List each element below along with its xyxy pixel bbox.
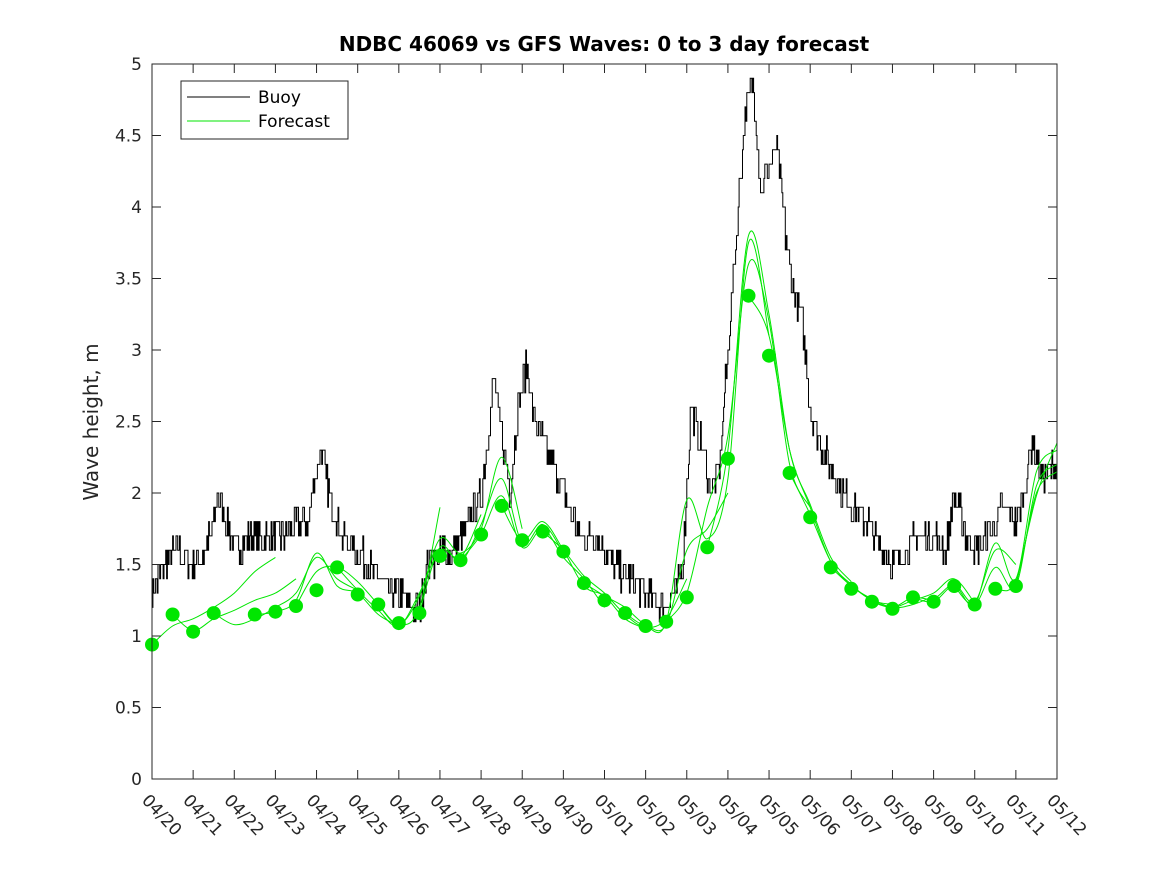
forecast-marker-37 [926, 594, 941, 609]
y-tick-label: 3 [131, 341, 142, 361]
y-tick-label: 5 [131, 55, 142, 75]
forecast-marker-3 [206, 606, 221, 621]
forecast-marker-27 [720, 451, 735, 466]
forecast-marker-13 [433, 548, 447, 563]
forecast-marker-17 [515, 533, 530, 548]
forecast-marker-28 [741, 288, 756, 303]
forecast-marker-4 [247, 607, 262, 622]
forecast-marker-1 [165, 607, 180, 622]
y-tick-label: 4 [131, 198, 142, 218]
forecast-marker-20 [576, 576, 591, 591]
forecast-marker-31 [803, 510, 818, 525]
forecast-marker-36 [906, 590, 920, 605]
forecast-marker-32 [823, 560, 838, 575]
y-tick-label: 1.5 [115, 556, 142, 576]
y-tick-label: 2.5 [115, 413, 142, 433]
y-tick-label: 0.5 [115, 699, 142, 719]
y-tick-label: 3.5 [115, 270, 142, 290]
forecast-run-line-14 [706, 230, 852, 583]
y-tick-label: 4.5 [115, 127, 142, 147]
y-tick-label: 2 [131, 484, 142, 504]
forecast-marker-6 [289, 599, 303, 613]
forecast-marker-25 [679, 590, 694, 605]
y-axis-label: Wave height, m [79, 343, 103, 500]
forecast-marker-16 [494, 498, 509, 513]
forecast-run-line-2 [213, 556, 358, 626]
forecast-marker-24 [659, 614, 674, 629]
forecast-marker-18 [535, 524, 550, 539]
forecast-marker-9 [350, 587, 365, 602]
forecast-marker-35 [885, 601, 900, 616]
forecast-marker-19 [556, 544, 571, 559]
forecast-marker-41 [1008, 579, 1023, 593]
forecast-marker-30 [782, 466, 797, 480]
legend: Buoy Forecast [180, 80, 349, 140]
forecast-marker-23 [638, 619, 653, 633]
forecast-marker-33 [844, 581, 859, 596]
forecast-marker-39 [967, 597, 982, 612]
forecast-marker-15 [474, 527, 489, 542]
forecast-marker-21 [597, 593, 612, 608]
series-layer [145, 64, 1057, 779]
forecast-marker-10 [371, 597, 386, 612]
forecast-marker-12 [412, 606, 427, 621]
forecast-marker-7 [309, 583, 324, 598]
forecast-marker-11 [391, 616, 406, 631]
y-tick-label: 1 [131, 627, 142, 647]
forecast-marker-26 [700, 540, 715, 555]
chart-title: NDBC 46069 vs GFS Waves: 0 to 3 day fore… [339, 32, 870, 56]
forecast-marker-29 [762, 348, 776, 363]
forecast-marker-34 [864, 594, 879, 609]
forecast-marker-5 [268, 604, 283, 619]
y-tick-label: 0 [131, 770, 142, 790]
forecast-run-line-12 [624, 238, 770, 634]
forecast-marker-40 [988, 581, 1003, 596]
forecast-marker-8 [330, 560, 345, 575]
plot-area [152, 64, 1057, 779]
forecast-marker-38 [947, 579, 962, 593]
legend-forecast-label: Forecast [258, 112, 330, 132]
forecast-marker-2 [186, 624, 201, 639]
legend-buoy-label: Buoy [258, 88, 301, 108]
legend-box [180, 80, 349, 140]
buoy-series-line [152, 77, 1057, 623]
forecast-run-line-22 [1015, 442, 1057, 587]
forecast-run-line-13 [665, 259, 811, 623]
forecast-marker-14 [453, 553, 468, 568]
forecast-marker-22 [618, 606, 633, 621]
